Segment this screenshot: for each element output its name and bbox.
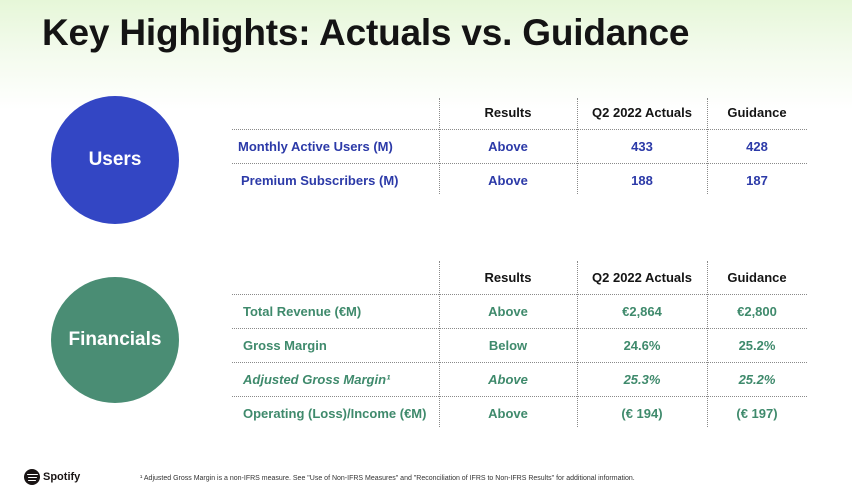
row-result: Below	[488, 338, 528, 353]
financials-circle: Financials	[51, 277, 179, 403]
financials-divider-2	[577, 261, 578, 427]
users-table: Results Q2 2022 Actuals Guidance Monthly…	[232, 96, 807, 197]
row-guidance: (€ 197)	[736, 406, 778, 421]
row-label: Gross Margin	[243, 338, 327, 353]
row-guidance: 25.2%	[738, 372, 776, 387]
row-actual: €2,864	[622, 304, 662, 319]
row-result: Above	[488, 406, 528, 421]
row-label: Monthly Active Users (M)	[238, 139, 393, 154]
row-label: Premium Subscribers (M)	[241, 173, 399, 188]
users-header-guidance: Guidance	[727, 105, 787, 120]
table-row: Gross Margin Below 24.6% 25.2%	[232, 329, 807, 363]
table-row: Premium Subscribers (M) Above 188 187	[232, 164, 807, 197]
users-circle-label: Users	[88, 149, 142, 170]
users-circle: Users	[51, 96, 179, 224]
row-guidance: 187	[746, 173, 768, 188]
row-result: Above	[488, 139, 528, 154]
slide-title: Key Highlights: Actuals vs. Guidance	[42, 12, 690, 53]
users-header-results: Results	[484, 105, 532, 120]
table-row: Adjusted Gross Margin¹ Above 25.3% 25.2%	[232, 363, 807, 397]
row-guidance: 25.2%	[738, 338, 776, 353]
row-label: Adjusted Gross Margin¹	[243, 372, 391, 387]
financials-divider-1	[439, 261, 440, 427]
spotify-logo: Spotify	[24, 469, 80, 485]
table-row: Total Revenue (€M) Above €2,864 €2,800	[232, 295, 807, 329]
row-actual: 25.3%	[623, 372, 661, 387]
row-actual: (€ 194)	[621, 406, 663, 421]
table-row: Monthly Active Users (M) Above 433 428	[232, 130, 807, 164]
financials-header-actuals: Q2 2022 Actuals	[592, 270, 692, 285]
row-guidance: 428	[746, 139, 768, 154]
row-result: Above	[488, 304, 528, 319]
row-guidance: €2,800	[737, 304, 777, 319]
financials-header-guidance: Guidance	[727, 270, 787, 285]
row-actual: 433	[631, 139, 653, 154]
financials-header-row: Results Q2 2022 Actuals Guidance	[232, 261, 807, 295]
row-actual: 24.6%	[623, 338, 661, 353]
row-label: Total Revenue (€M)	[243, 304, 362, 319]
row-actual: 188	[631, 173, 653, 188]
financials-table: Results Q2 2022 Actuals Guidance Total R…	[232, 261, 807, 430]
row-label: Operating (Loss)/Income (€M)	[243, 406, 427, 421]
users-divider-1	[439, 98, 440, 194]
footnote: ¹ Adjusted Gross Margin is a non-IFRS me…	[140, 475, 635, 482]
financials-circle-label: Financials	[68, 329, 162, 350]
row-result: Above	[488, 372, 528, 387]
financials-header-results: Results	[484, 270, 532, 285]
users-header-row: Results Q2 2022 Actuals Guidance	[232, 96, 807, 130]
users-divider-2	[577, 98, 578, 194]
users-divider-3	[707, 98, 708, 194]
table-row: Operating (Loss)/Income (€M) Above (€ 19…	[232, 397, 807, 430]
row-result: Above	[488, 173, 528, 188]
users-header-actuals: Q2 2022 Actuals	[592, 105, 692, 120]
spotify-icon	[24, 469, 40, 485]
financials-divider-3	[707, 261, 708, 427]
spotify-logo-text: Spotify	[43, 471, 81, 483]
